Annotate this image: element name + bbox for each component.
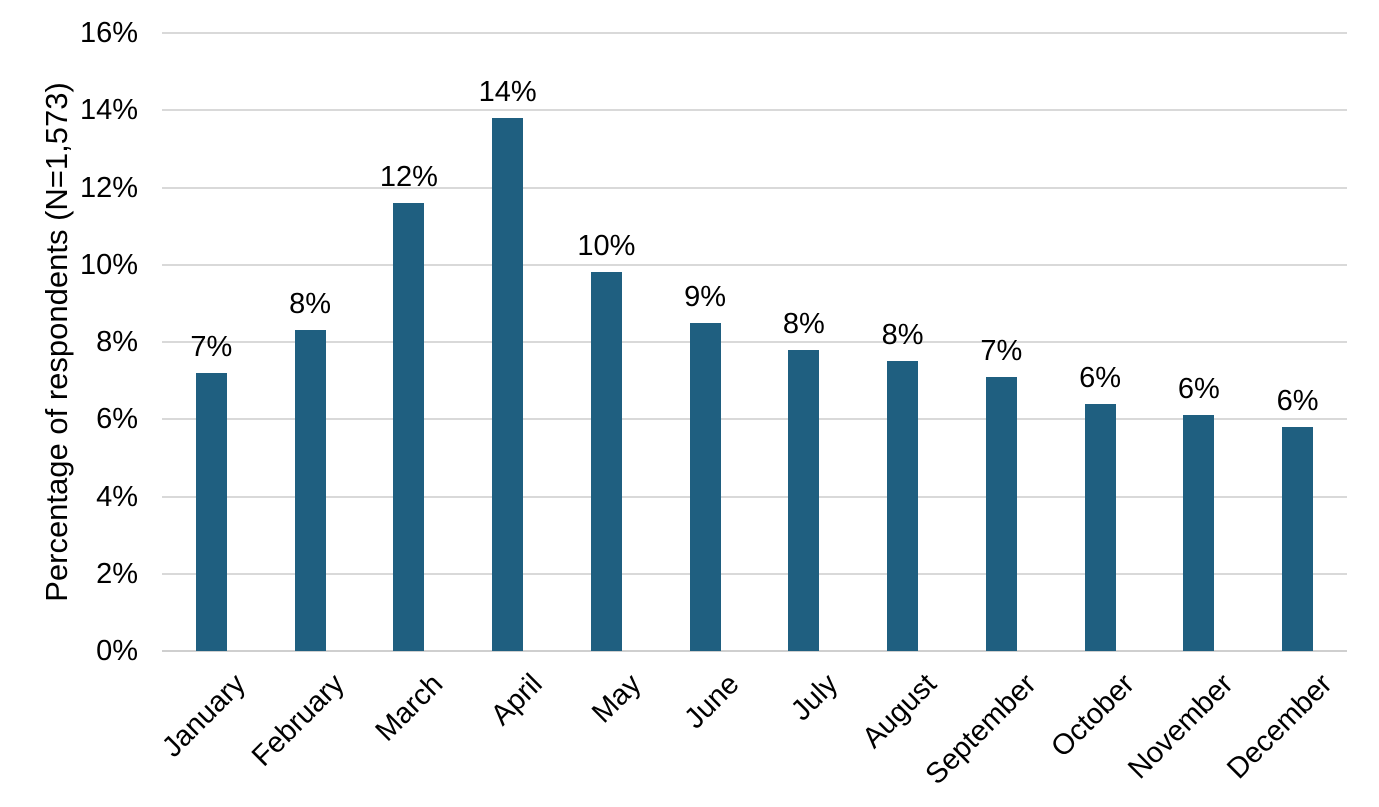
- gridline-8pct: [162, 341, 1347, 343]
- bar-may: [590, 272, 622, 651]
- x-tick-label-may: May: [585, 668, 648, 730]
- data-label-january: 7%: [190, 330, 233, 363]
- data-label-april: 14%: [478, 75, 537, 108]
- gridline-4pct: [162, 495, 1347, 498]
- y-tick-label-16pct: 16%: [79, 17, 138, 49]
- y-tick-label-6pct: 6%: [96, 403, 138, 436]
- y-tick-label-2pct: 2%: [96, 557, 138, 590]
- data-label-november: 6%: [1177, 373, 1220, 406]
- data-label-may: 10%: [577, 230, 636, 263]
- data-label-june: 9%: [684, 280, 727, 313]
- data-label-february: 8%: [289, 288, 332, 321]
- data-label-december: 6%: [1276, 384, 1319, 417]
- data-label-march: 12%: [379, 160, 438, 193]
- y-tick-label-12pct: 12%: [79, 171, 138, 204]
- bar-september: [985, 376, 1017, 651]
- x-tick-label-october: October: [1045, 668, 1141, 764]
- data-label-september: 7%: [980, 334, 1023, 367]
- bar-october: [1084, 403, 1116, 651]
- plot-area: [162, 32, 1347, 652]
- bar-august: [887, 361, 919, 651]
- x-tick-label-december: December: [1221, 668, 1339, 786]
- x-tick-label-november: November: [1122, 668, 1240, 786]
- bar-april: [492, 117, 524, 651]
- x-axis-line: [162, 650, 1347, 652]
- gridline-16pct: [162, 32, 1347, 34]
- bar-february: [294, 330, 326, 651]
- bar-march: [393, 202, 425, 651]
- gridline-10pct: [162, 263, 1347, 266]
- gridline-12pct: [162, 186, 1347, 189]
- x-tick-label-january: January: [156, 668, 253, 764]
- gridline-14pct: [162, 109, 1347, 112]
- data-label-october: 6%: [1079, 361, 1122, 394]
- bar-july: [788, 349, 820, 651]
- y-tick-label-10pct: 10%: [79, 248, 138, 281]
- bar-november: [1183, 415, 1215, 651]
- x-tick-label-june: June: [678, 668, 746, 736]
- bar-january: [195, 372, 227, 651]
- y-tick-label-8pct: 8%: [96, 326, 138, 358]
- gridline-6pct: [162, 418, 1347, 421]
- x-tick-label-march: March: [369, 668, 450, 748]
- gridline-2pct: [162, 572, 1347, 575]
- y-tick-label-14pct: 14%: [79, 94, 138, 127]
- x-tick-label-july: July: [785, 668, 845, 728]
- x-tick-label-august: August: [856, 668, 944, 755]
- x-tick-label-april: April: [484, 668, 549, 732]
- y-tick-label-0pct: 0%: [96, 635, 138, 667]
- data-label-august: 8%: [881, 319, 924, 352]
- data-label-july: 8%: [782, 307, 825, 340]
- bar-december: [1282, 426, 1314, 651]
- bar-june: [689, 322, 721, 651]
- y-tick-label-4pct: 4%: [96, 480, 138, 513]
- x-tick-label-february: February: [246, 668, 351, 773]
